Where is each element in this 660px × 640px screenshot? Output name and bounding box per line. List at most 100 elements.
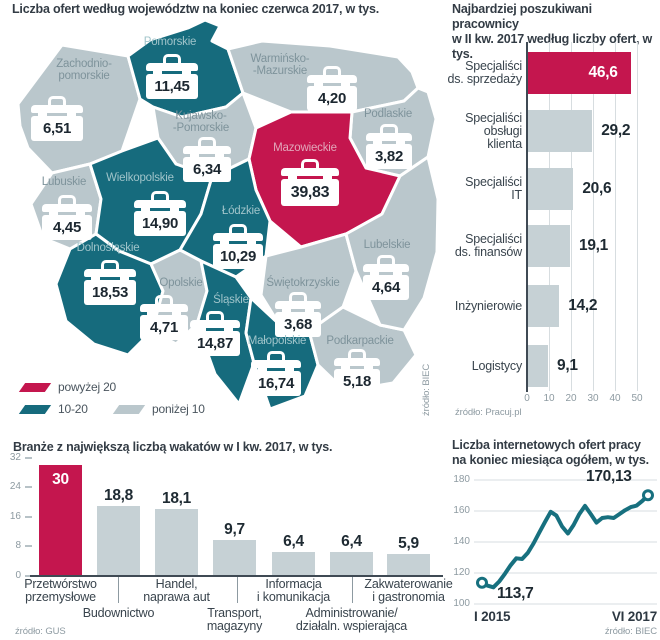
briefcase-handle (323, 66, 341, 75)
briefcase-icon-podlaskie: 3,82 (366, 124, 412, 169)
legend-label: poniżej 10 (152, 402, 205, 416)
region-label-wielkopolskie: Wielkopolskie (106, 172, 174, 184)
line-end-marker (642, 489, 654, 502)
hbar-bar-1 (528, 110, 593, 152)
vbar-ytick-16: 16 (9, 510, 21, 522)
vbar-category-label-5: Administrowanie/ działaln. wspierająca (295, 606, 408, 633)
map-source: źródło: BIEC (421, 363, 432, 416)
briefcase-lid (140, 304, 188, 312)
hbar-category-label-0: Specjaliści ds. sprzedaży (447, 59, 522, 86)
hbar-value-1: 29,2 (601, 122, 631, 139)
hbar-value-4: 14,2 (568, 297, 598, 314)
briefcase-handle (155, 295, 173, 304)
region-label-lodzkie: Łódzkie (221, 205, 261, 217)
region-value: 39,83 (281, 174, 339, 206)
hbar-category-label-2: Specjaliści IT (465, 175, 522, 202)
briefcase-lid (134, 200, 186, 208)
briefcase-lid (281, 168, 339, 176)
vbar-bar-1 (97, 506, 140, 576)
vbar-category-label-1: Budownictwo (82, 606, 155, 620)
briefcase-handle (301, 159, 319, 168)
briefcase-lid (275, 301, 321, 309)
vbar-category-label-2: Handel, naprawa aut (143, 577, 210, 604)
briefcase-icon-zachodniopomorskie: 6,51 (31, 96, 83, 141)
hbar-category-label-3: Specjaliści ds. finansów (454, 232, 522, 259)
legend-label: 10-20 (58, 402, 88, 416)
briefcase-handle (163, 54, 181, 63)
briefcase-icon-podkarpackie: 5,18 (334, 349, 380, 394)
briefcase-icon-swietokrzyskie: 3,68 (275, 292, 321, 337)
briefcase-lid (251, 360, 301, 368)
vbar-value-6: 5,9 (398, 535, 419, 553)
region-value: 5,18 (334, 364, 380, 394)
hbar-tick-0: 0 (524, 393, 530, 404)
region-value: 6,34 (183, 152, 231, 182)
vbar-bar-0 (39, 465, 82, 576)
hbar-gridline-30 (593, 42, 594, 391)
briefcase-handle (380, 124, 398, 133)
hbar-value-3: 19,1 (579, 237, 608, 254)
briefcase-lid (334, 358, 380, 366)
vbar-label-separator-2 (352, 577, 353, 603)
briefcase-handle (151, 191, 169, 200)
vbar-label-separator-1 (237, 577, 238, 603)
hbar-gridline-50 (637, 42, 638, 391)
vbar-category-label-0: Przetwórstwo przemysłowe (24, 577, 97, 604)
briefcase-lid (31, 105, 83, 113)
legend-item-high: powyżej 20 (18, 380, 116, 394)
hbar-bar-4 (528, 285, 560, 327)
vbar-bar-4 (272, 552, 315, 576)
legend-swatch-high (18, 382, 52, 392)
hbar-bar-3 (528, 225, 571, 267)
region-label-malopolskie: Małopolskie (247, 335, 307, 347)
vbar-ytick-dash-32 (25, 456, 32, 459)
briefcase-lid (42, 204, 92, 212)
vbar-bar-2 (155, 509, 198, 576)
briefcase-icon-wielkopolskie: 14,90 (134, 191, 186, 236)
briefcase-lid (363, 264, 409, 272)
region-value: 4,71 (140, 310, 188, 340)
map-title: Liczba ofert według województw na koniec… (12, 2, 380, 16)
briefcase-handle (229, 224, 247, 233)
vbar-category-label-3: Transport, magazyny (206, 606, 263, 633)
line-ytick-100: 100 (453, 598, 470, 609)
briefcase-handle (206, 311, 224, 320)
hbar-tick-30: 30 (587, 393, 599, 404)
briefcase-icon-opolskie: 4,71 (140, 295, 188, 340)
hbar-gridline-40 (615, 42, 616, 391)
region-value: 3,82 (366, 139, 412, 169)
region-value: 11,45 (146, 69, 198, 99)
line-series-path (480, 493, 650, 590)
vbar-value-2: 18,1 (162, 490, 191, 508)
vbar-ytick-8: 8 (15, 540, 21, 552)
vbar-baseline (30, 575, 443, 577)
briefcase-handle (101, 260, 119, 269)
vbar-ytick-24: 24 (9, 481, 21, 493)
region-label-lubelskie: Lubelskie (363, 239, 411, 251)
vbar-bar-5 (330, 552, 373, 576)
region-value: 4,64 (363, 270, 409, 300)
briefcase-handle (289, 292, 307, 301)
vbar-category-label-6: Zakwaterowanie i gastronomia (364, 577, 453, 604)
line-x-start-label: I 2015 (474, 609, 511, 624)
vbar-ytick-dash-24 (25, 486, 32, 489)
vbar-ytick-dash-0 (25, 575, 32, 577)
line-source: źródło: BIEC (604, 626, 657, 637)
hbar-gridline-10 (549, 42, 550, 391)
briefcase-icon-malopolskie: 16,74 (251, 351, 301, 396)
line-chart-title: Liczba internetowych ofert pracy na koni… (452, 438, 649, 467)
region-label-swietokrzyskie: Świętokrzyskie (266, 277, 340, 289)
hbar-source: źródło: Pracuj.pl (455, 407, 522, 418)
briefcase-icon-lubelskie: 4,64 (363, 255, 409, 300)
briefcase-lid (366, 133, 412, 141)
vbar-chart-title: Branże z największą liczbą wakatów w I k… (13, 440, 333, 454)
briefcase-icon-warminsko-mazurskie: 4,20 (307, 66, 357, 111)
region-label-podlaskie: Podlaskie (363, 108, 413, 120)
region-value: 4,20 (307, 81, 357, 111)
legend-swatch-low (112, 404, 146, 414)
vbar-bar-6 (387, 554, 430, 576)
briefcase-icon-mazowieckie: 39,83 (281, 159, 339, 206)
line-ytick-120: 120 (453, 567, 470, 578)
briefcase-handle (267, 351, 285, 360)
vbar-value-5: 6,4 (341, 533, 362, 551)
